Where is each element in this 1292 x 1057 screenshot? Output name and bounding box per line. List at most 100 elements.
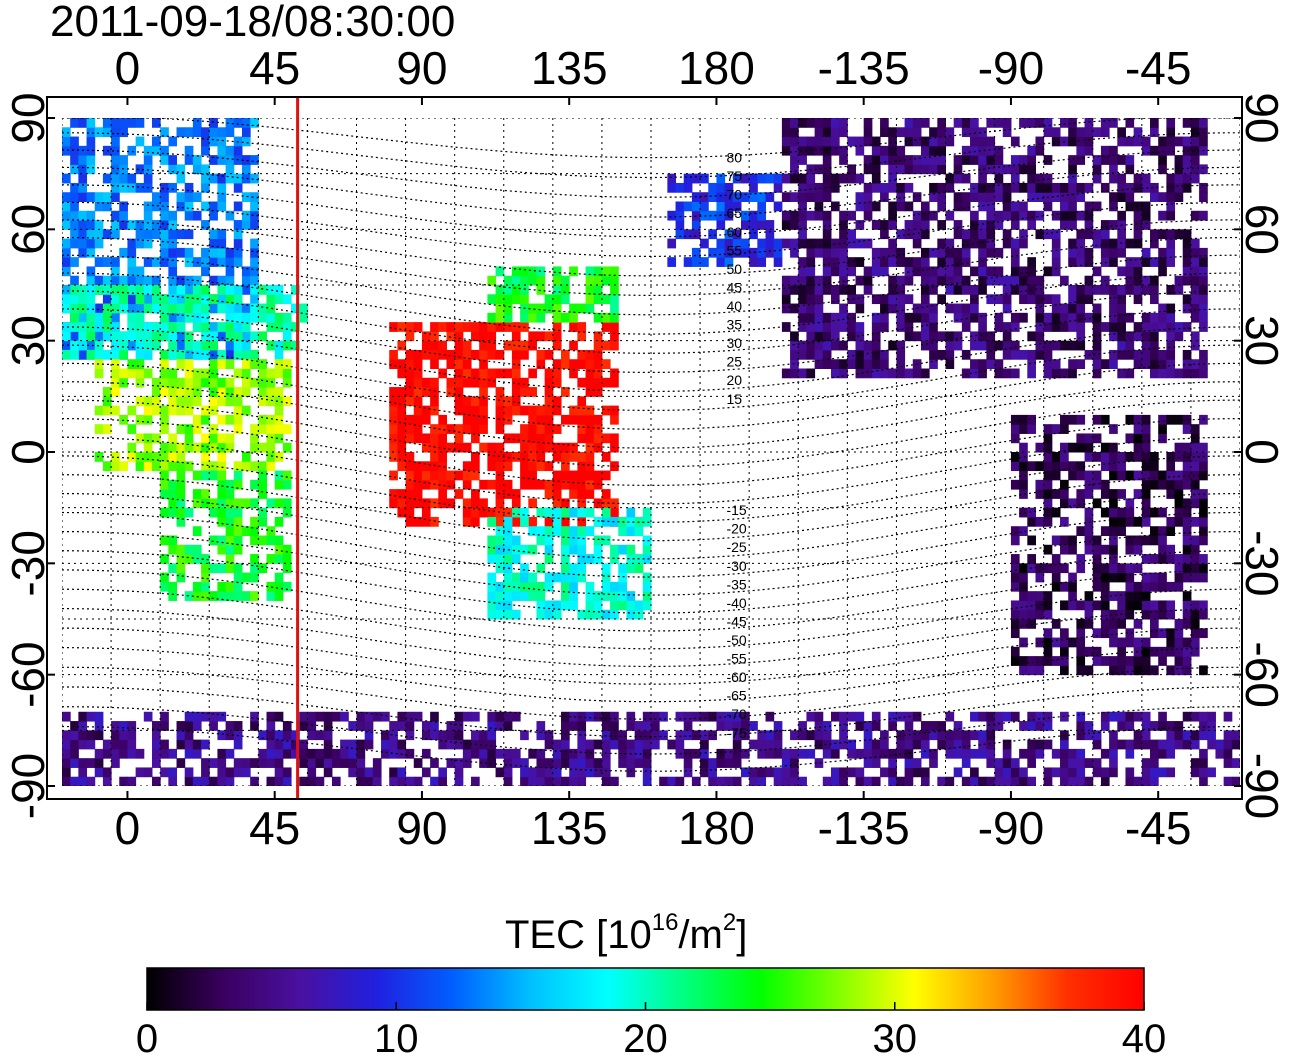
tec-cell	[1174, 479, 1184, 490]
tec-cell	[1076, 182, 1086, 193]
tec-cell	[1010, 526, 1020, 536]
tec-cell	[184, 145, 194, 156]
tec-cell	[880, 303, 889, 314]
tec-cell	[331, 711, 341, 722]
tec-cell	[830, 145, 840, 156]
tec-cell	[830, 711, 840, 722]
tec-cell	[781, 303, 791, 314]
tec-cell	[184, 294, 194, 305]
tec-cell	[1117, 646, 1126, 657]
tec-cell	[830, 359, 840, 369]
tec-cell	[920, 776, 930, 786]
tec-cell	[1182, 516, 1192, 527]
tec-cell	[1035, 721, 1045, 731]
tec-cell	[863, 238, 873, 249]
tec-cell	[822, 173, 832, 184]
tec-cell	[1199, 516, 1208, 527]
tec-cell	[364, 767, 374, 778]
tec-cell	[847, 257, 857, 267]
tec-cell	[119, 721, 128, 731]
tec-cell	[896, 164, 906, 175]
tec-cell	[1150, 238, 1159, 249]
tec-cell	[814, 312, 824, 323]
tec-cell	[201, 489, 210, 499]
tec-cell	[577, 563, 587, 574]
tec-cell	[1231, 730, 1240, 741]
tec-cell	[1027, 721, 1036, 731]
tec-cell	[160, 711, 169, 722]
tec-cell	[274, 498, 284, 509]
tec-cell	[1125, 776, 1135, 786]
tec-cell	[511, 294, 521, 305]
tec-cell	[1019, 767, 1028, 778]
tec-cell	[168, 275, 178, 286]
tec-cell	[487, 312, 497, 323]
tec-cell	[814, 201, 824, 212]
tec-cell	[1166, 581, 1176, 592]
tec-cell	[151, 387, 161, 397]
tec-cell	[405, 387, 415, 397]
tec-cell	[495, 303, 505, 314]
tec-cell	[552, 275, 562, 286]
tec-cell	[282, 442, 292, 453]
tec-cell	[561, 359, 570, 369]
tec-cell	[1035, 192, 1045, 202]
tec-cell	[1174, 136, 1184, 147]
tec-cell	[1125, 748, 1135, 759]
tec-cell	[847, 739, 857, 750]
tec-cell	[749, 210, 758, 221]
tec-cell	[274, 368, 284, 379]
tec-cell	[749, 739, 758, 750]
tec-cell	[127, 238, 137, 249]
tec-cell	[135, 118, 145, 128]
tec-cell	[871, 247, 881, 258]
tec-cell	[389, 730, 398, 741]
tec-cell	[1002, 238, 1012, 249]
tec-cell	[217, 182, 227, 193]
tec-cell	[1190, 535, 1200, 546]
tec-cell	[62, 238, 71, 249]
tec-cell	[585, 711, 595, 722]
tec-cell	[151, 396, 161, 407]
tec-cell	[1027, 359, 1036, 369]
tec-cell	[904, 164, 914, 175]
tec-cell	[160, 507, 169, 518]
tec-cell	[798, 210, 807, 221]
tec-cell	[381, 730, 390, 741]
tec-cell	[1117, 507, 1126, 518]
tec-cell	[945, 173, 955, 184]
tec-cell	[806, 238, 816, 249]
tec-cell	[258, 489, 268, 499]
tec-cell	[961, 748, 971, 759]
tec-cell	[1043, 266, 1053, 277]
tec-cell	[888, 340, 897, 351]
tec-cell	[184, 377, 194, 388]
tec-cell	[209, 247, 218, 258]
tec-cell	[1125, 331, 1135, 342]
tec-cell	[1166, 173, 1176, 184]
tec-cell	[1092, 368, 1102, 379]
tec-cell	[528, 433, 537, 444]
tec-cell	[241, 452, 251, 462]
tec-cell	[1166, 118, 1176, 128]
tec-cell	[1141, 516, 1151, 527]
tec-cell	[1076, 730, 1086, 741]
tec-cell	[880, 192, 889, 202]
tec-cell	[62, 331, 71, 342]
tec-cell	[1060, 368, 1069, 379]
tec-cell	[315, 776, 325, 786]
tec-cell	[1010, 340, 1020, 351]
tec-cell	[577, 424, 587, 434]
tec-cell	[765, 730, 775, 741]
tec-cell	[225, 544, 235, 555]
tec-cell	[740, 173, 750, 184]
tec-cell	[1166, 600, 1176, 611]
tec-cell	[929, 210, 938, 221]
tec-cell	[904, 257, 914, 267]
tec-cell	[978, 247, 987, 258]
tec-cell	[880, 294, 889, 305]
tec-cell	[593, 554, 603, 564]
tec-cell	[675, 776, 685, 786]
tec-cell	[1092, 563, 1102, 574]
tec-cell	[102, 173, 112, 184]
